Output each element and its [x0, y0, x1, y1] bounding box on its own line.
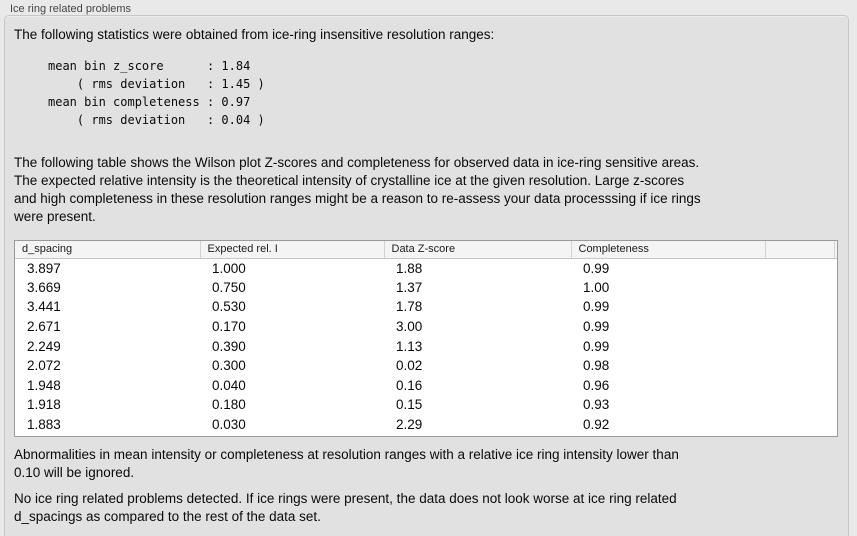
cell-d-spacing: 1.948: [27, 377, 61, 393]
cell-data-z-score: 0.15: [396, 397, 423, 413]
conclusion-text: No ice ring related problems detected. I…: [14, 491, 677, 524]
cell-completeness: 0.99: [583, 338, 610, 354]
cell-completeness: 0.99: [583, 319, 610, 335]
cell-expected-rel-i: 0.390: [212, 338, 246, 354]
cell-completeness: 0.93: [583, 397, 610, 413]
table-row[interactable]: 3.441 0.530 1.78 0.99: [15, 297, 837, 317]
ignore-note-text: Abnormalities in mean intensity or compl…: [14, 447, 679, 480]
cell-expected-rel-i: 0.170: [212, 319, 246, 335]
cell-data-z-score: 1.13: [396, 338, 423, 354]
cell-data-z-score: 1.88: [396, 260, 423, 276]
cell-completeness: 0.99: [583, 260, 610, 276]
cell-data-z-score: 1.78: [396, 299, 423, 315]
table-row[interactable]: 2.249 0.390 1.13 0.99: [15, 336, 837, 356]
ice-ring-table: d_spacing Expected rel. I Data Z-score C…: [14, 240, 838, 437]
cell-d-spacing: 2.671: [27, 319, 61, 335]
table-row[interactable]: 1.948 0.040 0.16 0.96: [15, 376, 837, 396]
cell-expected-rel-i: 0.040: [212, 377, 246, 393]
column-header-completeness[interactable]: Completeness: [570, 241, 765, 259]
cell-data-z-score: 3.00: [396, 319, 423, 335]
cell-d-spacing: 3.669: [27, 279, 61, 295]
column-header-d-spacing[interactable]: d_spacing: [15, 241, 200, 259]
intro-text: The following statistics were obtained f…: [14, 27, 495, 42]
column-header-expected-rel-i[interactable]: Expected rel. I: [199, 241, 384, 259]
cell-expected-rel-i: 0.750: [212, 279, 246, 295]
cell-data-z-score: 0.02: [396, 358, 423, 374]
table-header-row: d_spacing Expected rel. I Data Z-score C…: [15, 241, 837, 259]
cell-d-spacing: 2.072: [27, 358, 61, 374]
table-row[interactable]: 2.671 0.170 3.00 0.99: [15, 317, 837, 337]
cell-completeness: 0.92: [583, 417, 610, 433]
cell-data-z-score: 0.16: [396, 377, 423, 393]
table-row[interactable]: 2.072 0.300 0.02 0.98: [15, 356, 837, 376]
cell-completeness: 0.98: [583, 358, 610, 374]
table-row[interactable]: 1.918 0.180 0.15 0.93: [15, 395, 837, 415]
table-row[interactable]: 3.897 1.000 1.88 0.99: [15, 258, 837, 278]
stats-block: mean bin z_score : 1.84 ( rms deviation …: [48, 59, 265, 127]
column-header-filler: [764, 241, 834, 259]
cell-d-spacing: 1.883: [27, 417, 61, 433]
cell-expected-rel-i: 0.030: [212, 417, 246, 433]
column-header-data-z-score[interactable]: Data Z-score: [383, 241, 571, 259]
cell-expected-rel-i: 0.180: [212, 397, 246, 413]
cell-expected-rel-i: 1.000: [212, 260, 246, 276]
cell-completeness: 0.99: [583, 299, 610, 315]
cell-data-z-score: 1.37: [396, 279, 423, 295]
cell-d-spacing: 3.897: [27, 260, 61, 276]
column-header-filler-end: [833, 241, 837, 259]
cell-completeness: 0.96: [583, 377, 610, 393]
table-row[interactable]: 1.883 0.030 2.29 0.92: [15, 415, 837, 435]
description-text: The following table shows the Wilson plo…: [14, 155, 701, 224]
cell-d-spacing: 2.249: [27, 338, 61, 354]
cell-data-z-score: 2.29: [396, 417, 423, 433]
cell-d-spacing: 1.918: [27, 397, 61, 413]
cell-d-spacing: 3.441: [27, 299, 61, 315]
panel-title: Ice ring related problems: [10, 3, 132, 15]
cell-completeness: 1.00: [583, 279, 610, 295]
table-row[interactable]: 3.669 0.750 1.37 1.00: [15, 278, 837, 298]
cell-expected-rel-i: 0.530: [212, 299, 246, 315]
cell-expected-rel-i: 0.300: [212, 358, 246, 374]
